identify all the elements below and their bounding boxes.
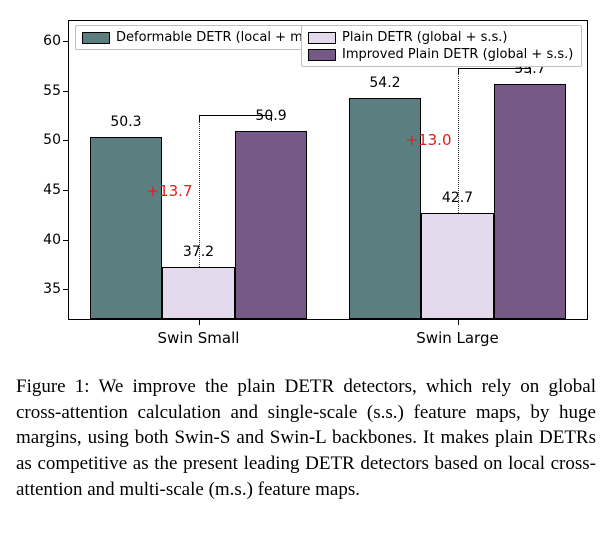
bracket-cap	[530, 68, 531, 74]
legend-label: Improved Plain DETR (global + s.s.)	[342, 47, 573, 62]
bracket-cap	[271, 115, 272, 121]
ytick-label: 55	[43, 83, 61, 99]
figure: 354045505560Swin SmallSwin Large50.337.2…	[0, 0, 612, 518]
ytick-label: 40	[43, 232, 61, 248]
bar-value-label: 50.3	[110, 114, 141, 130]
bar-chart: 354045505560Swin SmallSwin Large50.337.2…	[16, 10, 596, 350]
xtick-label: Swin Large	[416, 329, 498, 347]
ytick-label: 35	[43, 281, 61, 297]
legend-row: Improved Plain DETR (global + s.s.)	[308, 47, 573, 62]
legend-row: Plain DETR (global + s.s.)	[308, 30, 573, 45]
plot-area: 354045505560Swin SmallSwin Large50.337.2…	[68, 20, 588, 320]
legend-swatch	[308, 49, 336, 61]
xtick-label: Swin Small	[158, 329, 240, 347]
figure-caption: Figure 1: We improve the plain DETR dete…	[16, 374, 596, 502]
bracket-dotted-line	[458, 74, 459, 213]
bar	[494, 84, 567, 319]
legend: Deformable DETR (local + m.s.)	[75, 25, 332, 50]
ytick-label: 60	[43, 33, 61, 49]
delta-annotation: +13.0	[406, 131, 452, 149]
legend-label: Deformable DETR (local + m.s.)	[116, 30, 323, 45]
legend: Plain DETR (global + s.s.) Improved Plain…	[301, 25, 582, 67]
bar	[162, 267, 235, 319]
bracket-dotted-line	[199, 121, 200, 267]
ytick-mark	[63, 190, 69, 191]
caption-label: Figure 1:	[16, 376, 90, 397]
bracket-line	[458, 68, 531, 69]
bar-value-label: 54.2	[369, 75, 400, 91]
xtick-mark	[458, 319, 459, 325]
ytick-mark	[63, 289, 69, 290]
ytick-label: 45	[43, 182, 61, 198]
legend-row: Deformable DETR (local + m.s.)	[82, 30, 323, 45]
bracket-line	[199, 115, 272, 116]
caption-text: We improve the plain DETR detectors, whi…	[16, 376, 596, 500]
delta-annotation: +13.7	[147, 182, 193, 200]
bar	[235, 131, 308, 319]
ytick-label: 50	[43, 132, 61, 148]
ytick-mark	[63, 91, 69, 92]
legend-swatch	[308, 32, 336, 44]
xtick-mark	[199, 319, 200, 325]
bar	[90, 137, 163, 319]
ytick-mark	[63, 41, 69, 42]
ytick-mark	[63, 140, 69, 141]
legend-label: Plain DETR (global + s.s.)	[342, 30, 508, 45]
ytick-mark	[63, 240, 69, 241]
legend-swatch	[82, 32, 110, 44]
bar	[421, 213, 494, 319]
